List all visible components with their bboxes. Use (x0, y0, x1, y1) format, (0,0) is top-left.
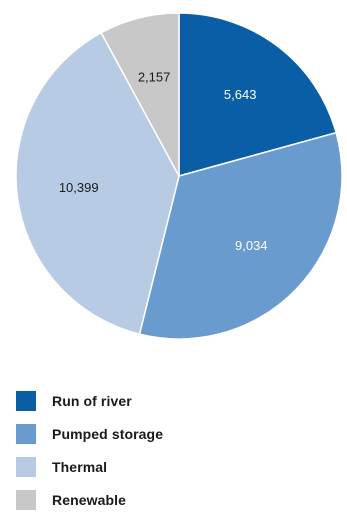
chart-legend: Run of river Pumped storage Thermal Rene… (16, 391, 163, 523)
legend-label-renewable: Renewable (52, 492, 127, 508)
pie-slice-thermal (15, 31, 180, 336)
legend-swatch-run-of-river (16, 391, 36, 411)
legend-label-thermal: Thermal (52, 459, 108, 475)
pie-value-label-run-of-river: 5,643 (224, 87, 257, 102)
legend-swatch-thermal (16, 457, 36, 477)
pie-slice-pumped-storage (138, 131, 343, 340)
pie-value-label-renewable: 2,157 (138, 70, 171, 85)
pie-slice-run-of-river (178, 12, 338, 177)
legend-swatch-pumped-storage (16, 424, 36, 444)
legend-label-pumped-storage: Pumped storage (52, 426, 164, 442)
legend-label-run-of-river: Run of river (52, 393, 132, 409)
pie-slice-renewable (100, 12, 180, 177)
legend-item-renewable: Renewable (16, 490, 163, 510)
legend-swatch-renewable (16, 490, 36, 510)
pie-chart: 5,643 9,034 10,399 2,157 (15, 12, 343, 340)
legend-item-thermal: Thermal (16, 457, 163, 477)
pie-slices (15, 12, 343, 340)
pie-value-labels: 5,643 9,034 10,399 2,157 (59, 70, 268, 254)
legend-item-pumped-storage: Pumped storage (16, 424, 163, 444)
pie-value-label-thermal: 10,399 (59, 180, 99, 195)
legend-item-run-of-river: Run of river (16, 391, 163, 411)
pie-value-label-pumped-storage: 9,034 (235, 238, 268, 253)
